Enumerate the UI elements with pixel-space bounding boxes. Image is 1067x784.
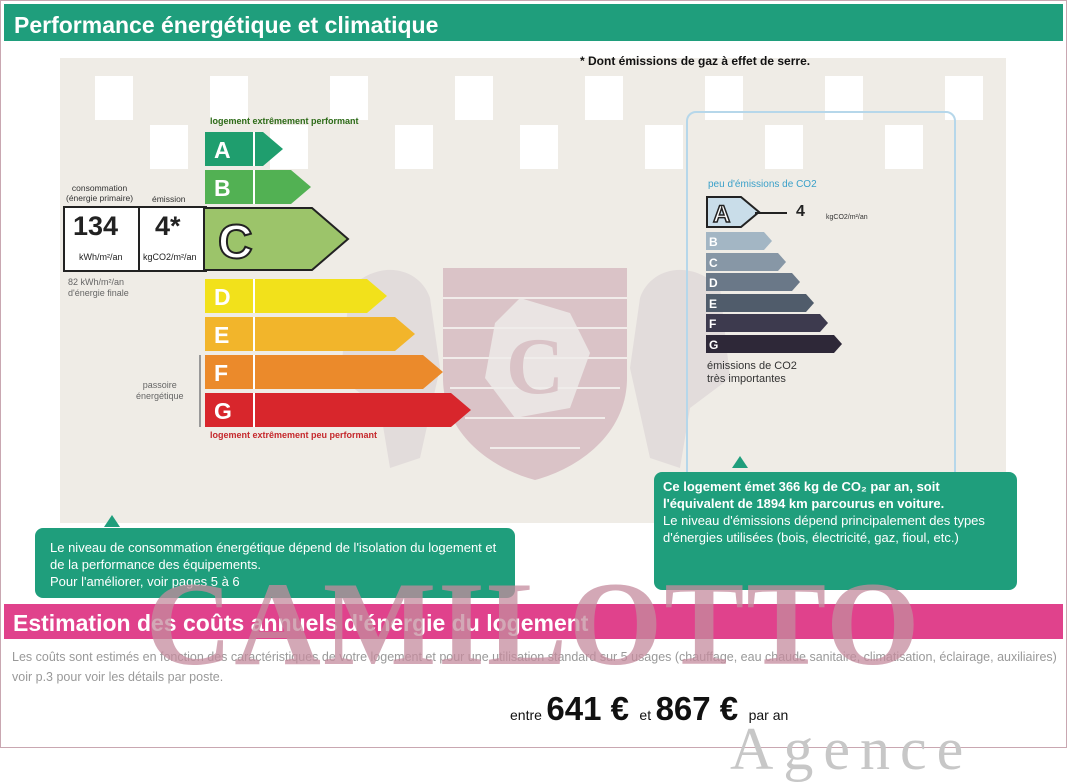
co2-callout: Ce logement émet 366 kg de CO₂ par an, s…	[654, 472, 1017, 590]
energy-callout: Le niveau de consommation énergétique dé…	[35, 528, 515, 598]
watermark-battlement	[765, 125, 803, 169]
box-divider	[138, 208, 140, 270]
co2-class-letter: F	[709, 317, 716, 331]
energy-class-letter: D	[214, 284, 231, 310]
consumption-value: 134	[73, 211, 119, 241]
energy-class-letter: A	[214, 137, 231, 163]
performance-header: Performance énergétique et climatique	[4, 4, 1063, 41]
co2-value-line	[755, 212, 787, 214]
svg-text:C: C	[506, 323, 564, 411]
co2-class-g: G	[706, 334, 842, 353]
watermark-battlement	[645, 125, 683, 169]
co2-class-d: D	[706, 273, 800, 291]
co2-class-letter: C	[709, 256, 718, 270]
watermark-battlement	[330, 76, 368, 120]
and-label: et	[639, 707, 652, 723]
co2-class-letter: E	[709, 297, 717, 311]
watermark-subtext: Agence	[730, 716, 974, 782]
co2-unit: kgCO2/m²/an	[826, 214, 868, 221]
co2-top-label: peu d'émissions de CO2	[708, 179, 817, 190]
passoire-bracket	[199, 355, 201, 427]
watermark-battlement	[95, 76, 133, 120]
per-year-label: par an	[748, 707, 789, 723]
watermark-battlement	[585, 76, 623, 120]
co2-current-class: A	[706, 196, 761, 229]
watermark-battlement	[150, 125, 188, 169]
energy-class-letter: E	[214, 322, 229, 348]
co2-class-f: F	[706, 314, 828, 332]
current-class-arrow: C	[203, 207, 350, 271]
energy-scale-bottom-label: logement extrêmement peu performant	[210, 430, 378, 440]
current-class-letter: C	[218, 216, 253, 269]
costs-note: Les coûts sont estimés en fonction des c…	[12, 650, 1057, 684]
consumption-emission-box: 134 kWh/m²/an 4* kgCO2/m²/an	[63, 206, 207, 272]
consumption-unit: kWh/m²/an	[79, 252, 123, 262]
energy-callout-text: Le niveau de consommation énergétique dé…	[50, 540, 497, 589]
watermark-text: CAMILOTTO	[145, 557, 922, 690]
watermark-battlement	[210, 76, 248, 120]
co2-class-e: E	[706, 293, 814, 312]
co2-current-letter: A	[713, 201, 730, 228]
watermark-battlement	[885, 125, 923, 169]
co2-class-c: C	[706, 252, 786, 271]
co2-class-b: B	[706, 232, 772, 250]
emission-label: émission	[152, 194, 186, 204]
energy-class-letter: B	[214, 175, 231, 201]
co2-callout-pointer	[732, 456, 748, 468]
consumption-label: consommation (énergie primaire)	[66, 183, 134, 203]
final-energy-note: 82 kWh/m²/an d'énergie finale	[68, 277, 129, 298]
energy-callout-pointer	[104, 515, 120, 527]
energy-class-b: B	[205, 170, 311, 204]
cost-low: 641 €	[546, 690, 629, 727]
between-label: entre	[510, 707, 542, 723]
co2-bottom-label: émissions de CO2 très importantes	[707, 360, 797, 385]
costs-header: Estimation des coûts annuels d'énergie d…	[4, 604, 1063, 639]
cost-range: entre 641 € et 867 € par an	[510, 690, 788, 728]
passoire-label: passoire énergétique	[136, 380, 184, 401]
energy-class-letter: F	[214, 360, 228, 386]
co2-callout-text: Le niveau d'émissions dépend principalem…	[663, 513, 985, 545]
energy-class-d: D	[205, 279, 387, 313]
energy-class-g: G	[205, 393, 471, 427]
emission-value: 4*	[155, 211, 181, 241]
co2-callout-bold: Ce logement émet 366 kg de CO₂ par an, s…	[663, 479, 945, 511]
watermark-battlement	[455, 76, 493, 120]
energy-class-f: F	[205, 355, 443, 389]
energy-scale-top-label: logement extrêmement performant	[210, 116, 359, 126]
energy-class-letter: G	[214, 398, 232, 424]
energy-class-a: A	[205, 132, 283, 166]
co2-class-letter: G	[709, 338, 718, 352]
co2-class-letter: D	[709, 276, 718, 290]
performance-title: Performance énergétique et climatique	[14, 12, 439, 38]
cost-high: 867 €	[655, 690, 739, 727]
co2-value: 4	[796, 203, 805, 220]
watermark-battlement	[395, 125, 433, 169]
co2-class-letter: B	[709, 235, 718, 249]
ghg-footnote: * Dont émissions de gaz à effet de serre…	[580, 54, 811, 68]
emission-unit: kgCO2/m²/an	[143, 252, 197, 262]
costs-title: Estimation des coûts annuels d'énergie d…	[13, 610, 589, 636]
watermark-battlement	[520, 125, 558, 169]
energy-class-e: E	[205, 317, 415, 351]
